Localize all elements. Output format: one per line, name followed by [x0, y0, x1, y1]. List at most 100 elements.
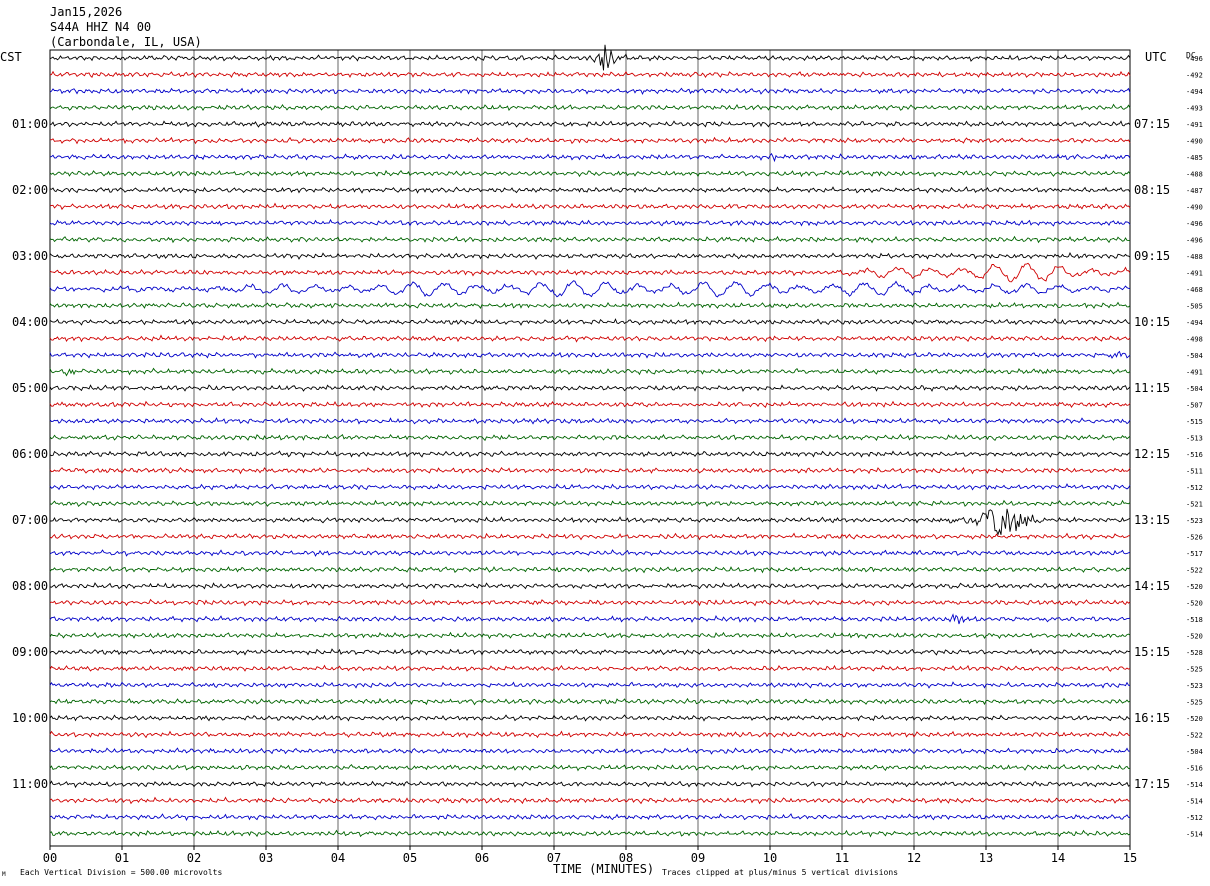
trace-2	[49, 87, 1131, 95]
clip-note: Traces clipped at plus/minus 5 vertical …	[662, 868, 898, 877]
dc-value: -505	[1186, 303, 1203, 311]
trace-22	[49, 417, 1131, 425]
right-hour-label: 15:15	[1134, 645, 1170, 659]
right-hour-label: 14:15	[1134, 579, 1170, 593]
dc-value: -513	[1186, 435, 1203, 443]
trace-29	[49, 532, 1131, 541]
dc-value: -522	[1186, 732, 1203, 740]
dc-value: -518	[1186, 616, 1203, 624]
x-tick-label: 13	[979, 851, 993, 865]
trace-4	[49, 120, 1131, 128]
header-date: Jan15,2026	[50, 5, 122, 19]
trace-20	[49, 384, 1131, 392]
trace-5	[49, 136, 1131, 145]
dc-value: -516	[1186, 765, 1203, 773]
trace-21	[49, 400, 1131, 409]
x-tick-label: 01	[115, 851, 129, 865]
header-location: (Carbondale, IL, USA)	[50, 35, 202, 49]
dc-value: -514	[1186, 831, 1203, 839]
dc-value: -512	[1186, 814, 1203, 822]
x-tick-label: 04	[331, 851, 345, 865]
dc-value: -521	[1186, 501, 1203, 509]
trace-12	[49, 251, 1131, 260]
dc-value: -496	[1186, 55, 1203, 63]
dc-value: -491	[1186, 369, 1203, 377]
dc-value: -487	[1186, 187, 1203, 195]
trace-42	[49, 747, 1131, 755]
trace-9	[49, 202, 1131, 211]
dc-value: -485	[1186, 154, 1203, 162]
dc-value: -498	[1186, 336, 1203, 344]
dc-value: -520	[1186, 583, 1203, 591]
trace-36	[49, 648, 1131, 656]
trace-14	[49, 280, 1131, 298]
right-hour-labels: 07:15 08:15 09:15 10:15 11:15 12:15 13:15 14:15…	[1134, 117, 1170, 791]
trace-26	[49, 483, 1131, 491]
dc-value: -496	[1186, 237, 1203, 245]
trace-1	[49, 70, 1131, 79]
trace-28	[50, 508, 1131, 536]
trace-27	[49, 499, 1131, 508]
x-axis-title: TIME (MINUTES)	[553, 862, 654, 876]
trace-44	[49, 780, 1131, 789]
trace-10	[49, 218, 1131, 227]
trace-24	[49, 450, 1131, 458]
trace-47	[49, 829, 1131, 838]
x-tick-label: 05	[403, 851, 417, 865]
left-hour-label: 06:00	[12, 447, 48, 461]
trace-18	[49, 350, 1131, 359]
x-tick-label: 14	[1051, 851, 1065, 865]
left-hour-label: 07:00	[12, 513, 48, 527]
dc-value: -512	[1186, 484, 1203, 492]
right-hour-label: 10:15	[1134, 315, 1170, 329]
dc-value: -520	[1186, 633, 1203, 641]
dc-value: -490	[1186, 204, 1203, 212]
left-hour-label: 09:00	[12, 645, 48, 659]
right-hour-label: 11:15	[1134, 381, 1170, 395]
trace-33	[49, 598, 1131, 607]
left-axis-timezone-label: CST	[0, 50, 22, 64]
right-axis-timezone-label: UTC	[1145, 50, 1167, 64]
dc-value: -488	[1186, 171, 1203, 179]
trace-37	[49, 664, 1131, 672]
trace-39	[49, 697, 1131, 706]
dc-value: -516	[1186, 451, 1203, 459]
trace-0	[49, 44, 1131, 71]
trace-34	[49, 613, 1131, 625]
trace-45	[49, 796, 1131, 805]
trace-41	[49, 730, 1131, 739]
trace-16	[49, 318, 1131, 326]
dc-value: -468	[1186, 286, 1203, 294]
dc-value: -511	[1186, 468, 1203, 476]
left-hour-label: 03:00	[12, 249, 48, 263]
left-hour-label: 02:00	[12, 183, 48, 197]
x-tick-label: 15	[1123, 851, 1137, 865]
x-tick-label: 08	[619, 851, 633, 865]
dc-value: -494	[1186, 88, 1203, 96]
trace-15	[49, 301, 1131, 309]
left-hour-label: 04:00	[12, 315, 48, 329]
dc-value: -493	[1186, 105, 1203, 113]
dc-value: -525	[1186, 699, 1203, 707]
trace-8	[49, 186, 1131, 194]
dc-value: -515	[1186, 418, 1203, 426]
trace-6	[49, 152, 1131, 163]
x-tick-label: 02	[187, 851, 201, 865]
x-tick-label: 11	[835, 851, 849, 865]
dc-value: -520	[1186, 600, 1203, 608]
dc-value: -522	[1186, 567, 1203, 575]
dc-value: -514	[1186, 781, 1203, 789]
x-axis-ticks: 00 01 02 03 04 05 06 07 08 09 10 11 12 13 14 15	[43, 846, 1137, 865]
x-tick-label: 10	[763, 851, 777, 865]
right-hour-label: 12:15	[1134, 447, 1170, 461]
trace-32	[49, 582, 1131, 590]
time-gridlines	[49, 49, 1131, 847]
dc-value: -528	[1186, 649, 1203, 657]
dc-value: -504	[1186, 748, 1203, 756]
right-hour-label: 13:15	[1134, 513, 1170, 527]
right-hour-label: 07:15	[1134, 117, 1170, 131]
trace-43	[49, 764, 1131, 772]
left-hour-label: 11:00	[12, 777, 48, 791]
left-hour-labels: 01:00 02:00 03:00 04:00 05:00 06:00 07:00 08:00…	[12, 117, 48, 791]
